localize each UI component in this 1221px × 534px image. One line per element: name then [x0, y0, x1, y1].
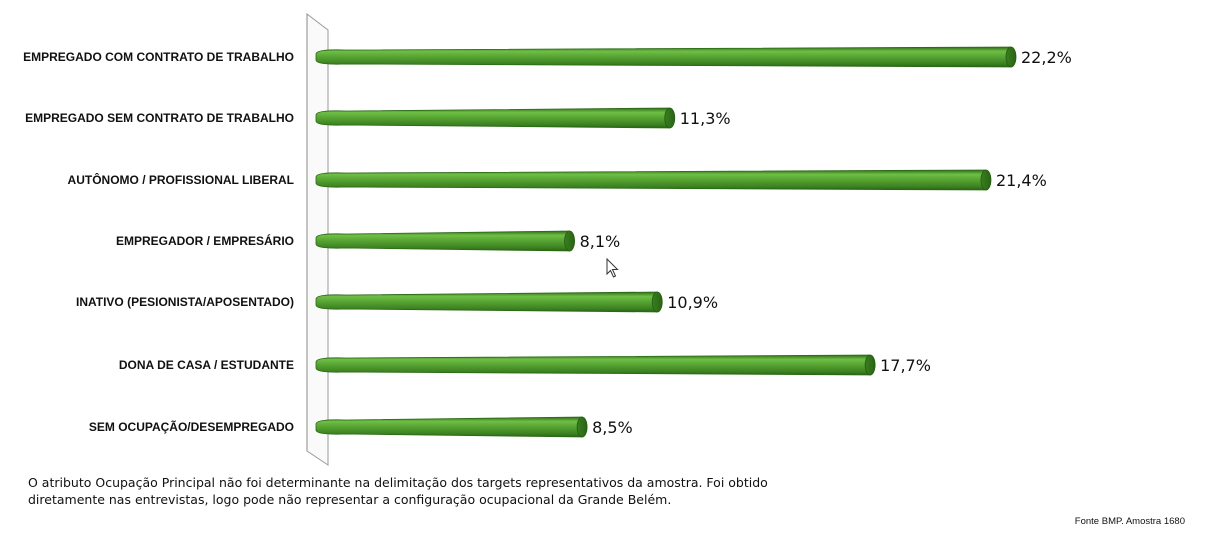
bars-group [315, 46, 1017, 438]
category-label-3: EMPREGADOR / EMPRESÁRIO [116, 233, 294, 248]
category-label-2: AUTÔNOMO / PROFISSIONAL LIBERAL [68, 172, 294, 187]
bar-6 [315, 416, 583, 438]
value-label-3: 8,1% [580, 232, 621, 251]
value-label-0: 22,2% [1021, 48, 1072, 67]
chart-footnote: O atributo Ocupação Principal não foi de… [28, 475, 768, 507]
bar-3 [315, 230, 570, 252]
value-label-2: 21,4% [996, 171, 1047, 190]
mouse-cursor-icon [606, 258, 619, 278]
bar-5 [315, 354, 871, 376]
value-label-6: 8,5% [592, 418, 633, 437]
category-label-0: EMPREGADO COM CONTRATO DE TRABALHO [23, 50, 294, 64]
bar-cap-3 [564, 230, 575, 252]
category-labels: EMPREGADO COM CONTRATO DE TRABALHO EMPREG… [23, 50, 294, 434]
bar-cap-1 [664, 107, 676, 129]
bar-0 [315, 46, 1012, 68]
bar-cap-4 [651, 291, 663, 313]
category-label-4: INATIVO (PESIONISTA/APOSENTADO) [76, 295, 294, 309]
bar-1 [315, 107, 671, 129]
source-note: Fonte BMP. Amostra 1680 [1074, 516, 1185, 527]
bar-2 [315, 169, 987, 191]
bar-cap-6 [576, 416, 588, 438]
category-label-1: EMPREGADO SEM CONTRATO DE TRABALHO [25, 111, 294, 125]
bar-cap-2 [980, 169, 992, 191]
category-label-5: DONA DE CASA / ESTUDANTE [119, 358, 294, 372]
value-label-4: 10,9% [667, 293, 718, 312]
value-label-5: 17,7% [880, 356, 931, 375]
bar-cap-0 [1005, 46, 1017, 68]
bar-4 [315, 291, 658, 313]
category-label-6: SEM OCUPAÇÃO/DESEMPREGADO [89, 419, 294, 434]
value-label-1: 11,3% [680, 109, 731, 128]
bar-cap-5 [864, 354, 876, 376]
value-labels: 22,2% 11,3% 21,4% 8,1% 10,9% 17,7% 8,5% [580, 48, 1072, 437]
